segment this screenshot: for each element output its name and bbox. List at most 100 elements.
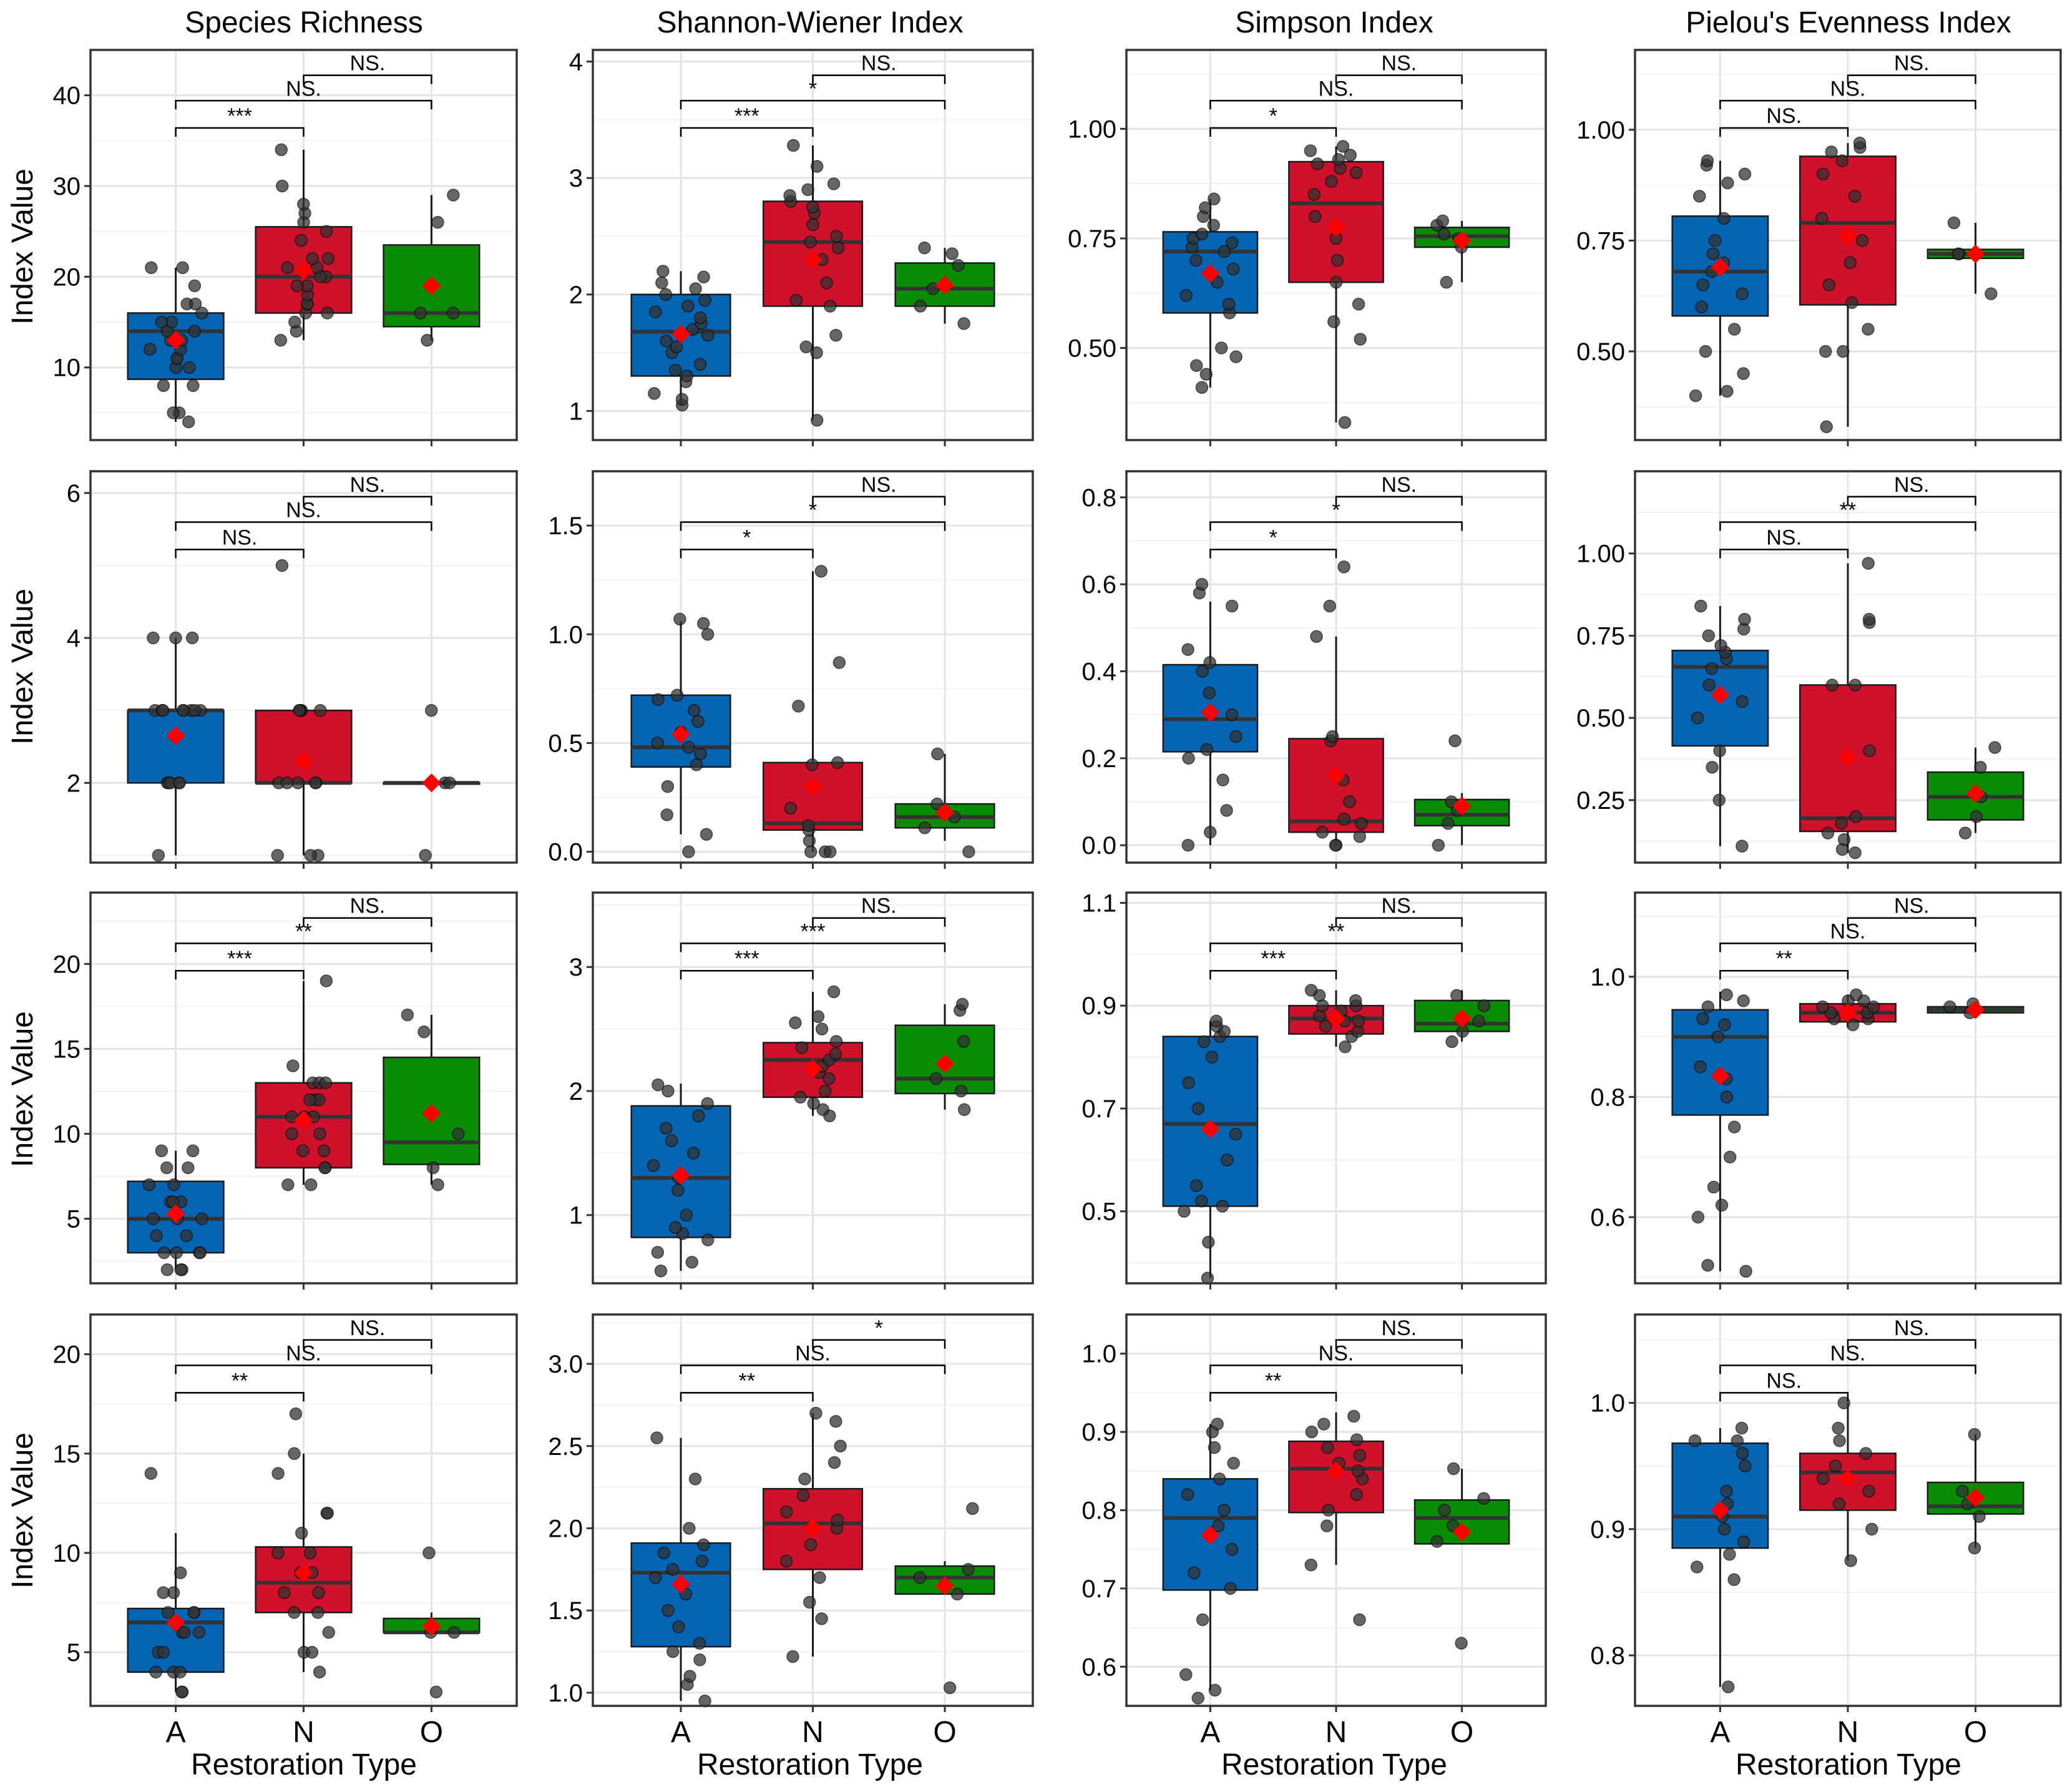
mean-marker-N bbox=[294, 1563, 313, 1582]
data-point-N bbox=[1844, 1554, 1857, 1567]
y-tick-label: 0.7 bbox=[1081, 1575, 1116, 1603]
data-point-O bbox=[1446, 1519, 1460, 1532]
data-point-A bbox=[1208, 1441, 1221, 1454]
data-point-A bbox=[1712, 793, 1726, 807]
x-tick-label-N: N bbox=[1837, 1716, 1859, 1749]
mean-marker-A bbox=[1201, 703, 1220, 722]
data-point-N bbox=[789, 293, 803, 307]
data-point-N bbox=[285, 1110, 298, 1124]
data-point-A bbox=[1197, 1035, 1211, 1049]
data-point-A bbox=[1205, 1050, 1219, 1064]
panel-border bbox=[89, 1313, 518, 1707]
data-point-N bbox=[281, 1178, 295, 1192]
data-point-N bbox=[810, 160, 824, 173]
data-point-O bbox=[1951, 247, 1965, 260]
data-point-N bbox=[278, 1586, 291, 1599]
data-point-N bbox=[293, 703, 306, 717]
significance-bracket bbox=[175, 521, 432, 531]
y-tick-label: 0.75 bbox=[1576, 227, 1625, 255]
data-point-N bbox=[831, 241, 845, 255]
data-point-N bbox=[1310, 630, 1323, 643]
data-point-O bbox=[1432, 838, 1445, 852]
data-point-O bbox=[1430, 1535, 1443, 1548]
data-point-A bbox=[157, 379, 170, 393]
data-point-A bbox=[1699, 345, 1712, 358]
mean-marker-O bbox=[935, 275, 954, 295]
data-point-A bbox=[650, 1431, 663, 1444]
data-point-A bbox=[681, 300, 695, 313]
data-point-A bbox=[144, 343, 157, 356]
data-point-A bbox=[174, 1566, 187, 1580]
y-tick-label: 0.5 bbox=[548, 730, 583, 757]
significance-label: *** bbox=[227, 104, 252, 128]
y-tick-label: 2 bbox=[569, 282, 583, 309]
data-point-A bbox=[689, 282, 702, 295]
data-point-A bbox=[1191, 1692, 1205, 1705]
data-point-O bbox=[424, 703, 438, 717]
data-point-N bbox=[1833, 1434, 1846, 1447]
data-point-N bbox=[312, 1586, 325, 1599]
y-tick-label: 0.6 bbox=[1590, 1204, 1625, 1231]
data-point-A bbox=[701, 628, 715, 641]
data-point-O bbox=[930, 797, 944, 811]
data-point-A bbox=[167, 406, 180, 419]
data-point-A bbox=[1715, 1198, 1729, 1212]
data-point-N bbox=[1322, 1504, 1335, 1517]
mean-marker-N bbox=[1838, 1003, 1857, 1022]
data-point-O bbox=[957, 1103, 971, 1117]
mean-marker-A bbox=[166, 331, 185, 350]
y-tick-label: 0.50 bbox=[1576, 338, 1625, 366]
data-point-A bbox=[1739, 1265, 1752, 1278]
data-point-N bbox=[311, 1606, 325, 1619]
data-point-A bbox=[1693, 190, 1706, 203]
significance-bracket bbox=[1335, 1339, 1463, 1349]
data-point-A bbox=[160, 1263, 174, 1276]
data-point-A bbox=[700, 828, 713, 841]
y-tick-label: 0.5 bbox=[1081, 1198, 1116, 1226]
data-point-A bbox=[651, 737, 664, 750]
data-point-N bbox=[1353, 1449, 1367, 1462]
y-tick-label: 4 bbox=[67, 625, 81, 652]
significance-bracket bbox=[1719, 549, 1849, 559]
data-point-A bbox=[1195, 381, 1209, 394]
data-point-A bbox=[701, 1233, 715, 1246]
data-point-N bbox=[1307, 188, 1321, 201]
panel-border bbox=[89, 470, 518, 864]
significance-bracket bbox=[1719, 100, 1976, 110]
data-point-A bbox=[1727, 1120, 1741, 1133]
data-point-A bbox=[177, 703, 190, 717]
data-point-A bbox=[1225, 1542, 1239, 1556]
significance-A-N: ** bbox=[1209, 1369, 1337, 1402]
box-body-N bbox=[1288, 738, 1384, 833]
data-point-N bbox=[827, 177, 841, 190]
data-point-A bbox=[1221, 1153, 1234, 1167]
data-point-N bbox=[321, 252, 335, 265]
significance-bracket bbox=[1335, 496, 1463, 506]
data-point-N bbox=[318, 1144, 331, 1157]
y-tick-label: 5 bbox=[67, 1639, 81, 1667]
data-point-A bbox=[1694, 599, 1707, 613]
data-point-N bbox=[779, 1554, 793, 1568]
data-point-A bbox=[193, 1246, 207, 1260]
significance-label: NS. bbox=[1894, 894, 1930, 918]
data-point-N bbox=[818, 1084, 832, 1098]
data-point-N bbox=[291, 776, 305, 790]
data-point-A bbox=[173, 776, 186, 790]
data-point-A bbox=[1696, 1012, 1709, 1026]
data-point-A bbox=[1736, 287, 1749, 300]
data-point-A bbox=[1216, 773, 1229, 786]
data-point-N bbox=[305, 1178, 318, 1192]
data-point-N bbox=[321, 1507, 334, 1520]
significance-bracket bbox=[175, 969, 305, 980]
y-tick-label: 20 bbox=[53, 263, 81, 291]
data-point-O bbox=[1455, 1637, 1468, 1650]
y-tick-label: 0.2 bbox=[1081, 745, 1116, 773]
data-point-A bbox=[1720, 988, 1733, 1001]
data-point-O bbox=[401, 1008, 414, 1022]
data-point-N bbox=[792, 699, 805, 713]
data-point-N bbox=[1855, 234, 1869, 247]
column-title-shannon-wiener: Shannon-Wiener Index bbox=[657, 6, 964, 39]
data-point-O bbox=[1445, 1035, 1458, 1049]
data-point-N bbox=[823, 845, 837, 858]
